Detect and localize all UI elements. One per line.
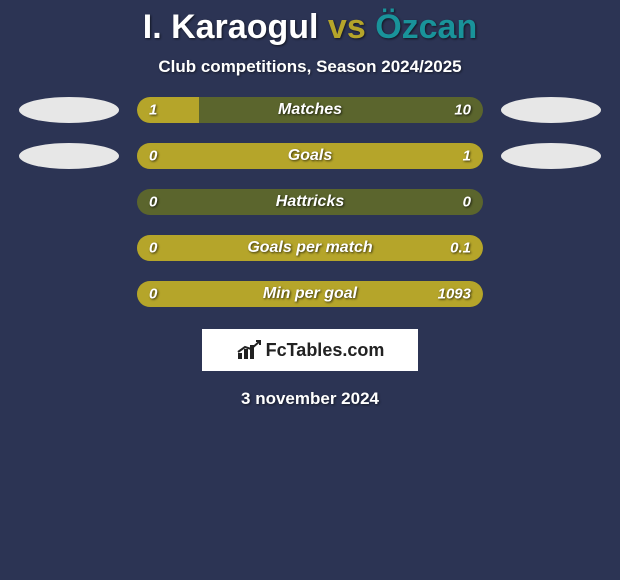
stat-value-right: 0.1 <box>450 240 471 257</box>
page-title: I. Karaogul vs Özcan <box>0 0 620 47</box>
stat-bar: 0 1 Goals <box>137 143 483 169</box>
subtitle: Club competitions, Season 2024/2025 <box>0 57 620 77</box>
brand-box: FcTables.com <box>202 329 418 371</box>
stat-label: Matches <box>278 101 342 119</box>
stat-label: Goals per match <box>247 239 372 257</box>
player1-name: I. Karaogul <box>143 8 319 46</box>
stat-value-left: 0 <box>149 240 157 257</box>
stat-bar: 0 1093 Min per goal <box>137 281 483 307</box>
player1-photo-placeholder <box>19 143 119 169</box>
stat-value-left: 0 <box>149 286 157 303</box>
player2-photo-placeholder <box>501 97 601 123</box>
stat-row: 0 1093 Min per goal <box>0 281 620 307</box>
date-text: 3 november 2024 <box>0 389 620 409</box>
stat-bar: 1 10 Matches <box>137 97 483 123</box>
stat-label: Min per goal <box>263 285 357 303</box>
stat-row: 0 0 Hattricks <box>0 189 620 215</box>
bar-fill-left <box>137 97 199 123</box>
brand-text: FcTables.com <box>266 340 385 361</box>
player2-name: Özcan <box>375 8 477 46</box>
stat-label: Hattricks <box>276 193 344 211</box>
stat-value-right: 1 <box>463 148 471 165</box>
stat-value-right: 0 <box>463 194 471 211</box>
vs-separator: vs <box>328 8 366 46</box>
stat-value-left: 0 <box>149 194 157 211</box>
stat-value-left: 0 <box>149 148 157 165</box>
stat-bar: 0 0.1 Goals per match <box>137 235 483 261</box>
stat-row: 0 0.1 Goals per match <box>0 235 620 261</box>
stat-value-left: 1 <box>149 102 157 119</box>
stat-value-right: 10 <box>454 102 471 119</box>
player2-photo-placeholder <box>501 143 601 169</box>
stat-value-right: 1093 <box>438 286 471 303</box>
stat-label: Goals <box>288 147 332 165</box>
player1-photo-placeholder <box>19 97 119 123</box>
stat-row: 0 1 Goals <box>0 143 620 169</box>
chart-icon <box>236 339 262 361</box>
stat-row: 1 10 Matches <box>0 97 620 123</box>
stat-bar: 0 0 Hattricks <box>137 189 483 215</box>
